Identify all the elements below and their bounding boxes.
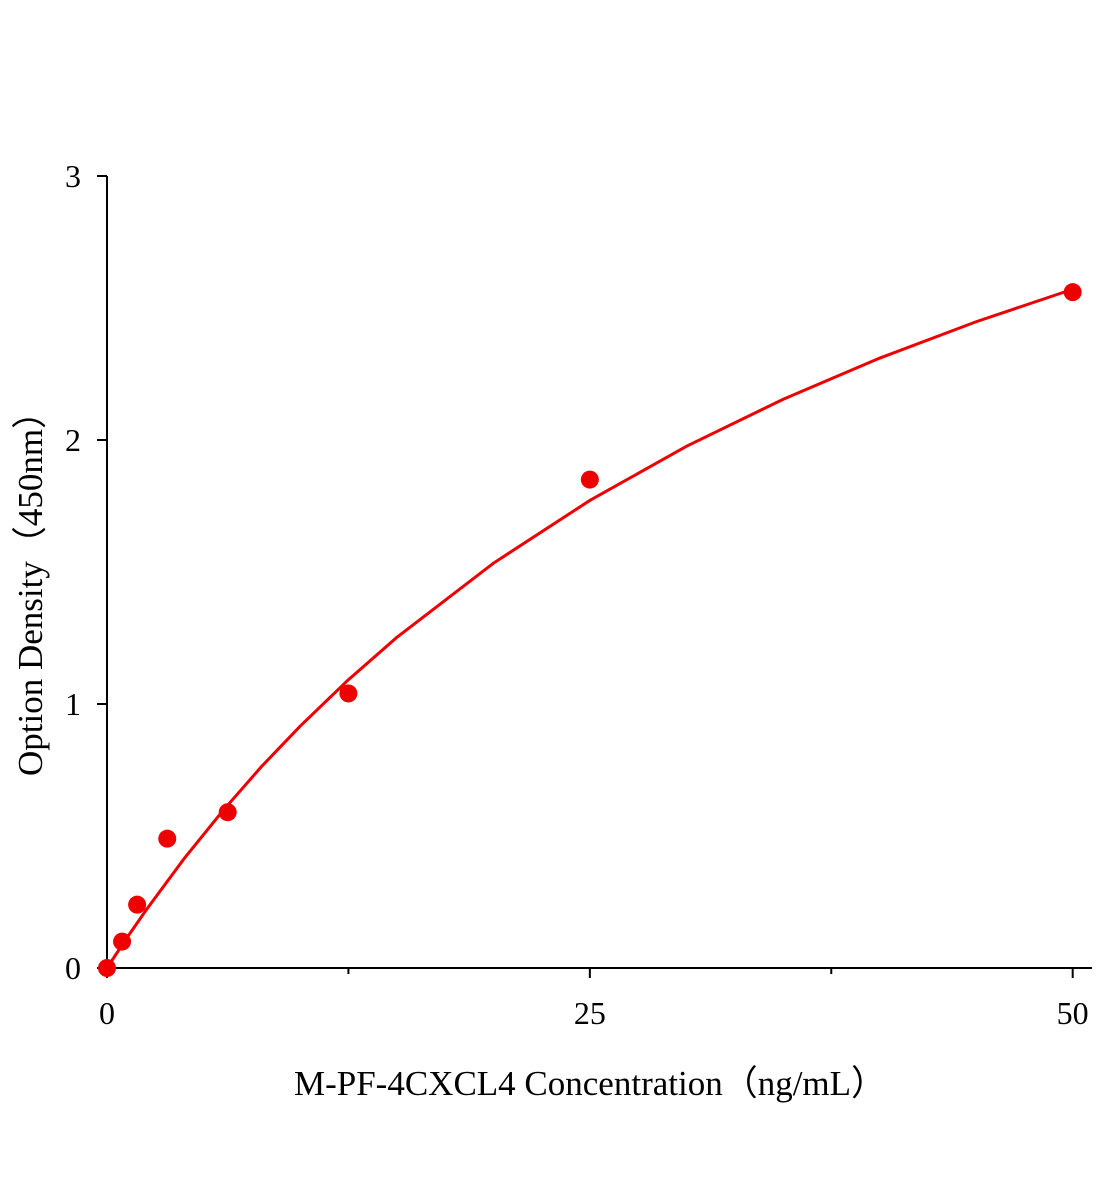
data-point [98, 959, 116, 977]
data-point [218, 803, 237, 822]
x-axis-label: M-PF-4CXCL4 Concentration（ng/mL） [294, 1064, 886, 1103]
y-tick-label: 1 [65, 686, 81, 722]
x-tick-label: 50 [1057, 995, 1089, 1031]
y-axis-label: Option Density（450nm） [11, 394, 50, 776]
data-point [580, 470, 599, 489]
data-point [113, 932, 132, 951]
data-point [128, 895, 147, 914]
data-point [1063, 283, 1082, 302]
data-point [158, 829, 177, 848]
y-tick-label: 2 [65, 422, 81, 458]
x-tick-label: 0 [99, 995, 115, 1031]
data-point [339, 684, 358, 703]
y-tick-label: 0 [65, 950, 81, 986]
y-tick-label: 3 [65, 158, 81, 194]
fit-curve [105, 287, 1074, 969]
x-tick-label: 25 [574, 995, 606, 1031]
